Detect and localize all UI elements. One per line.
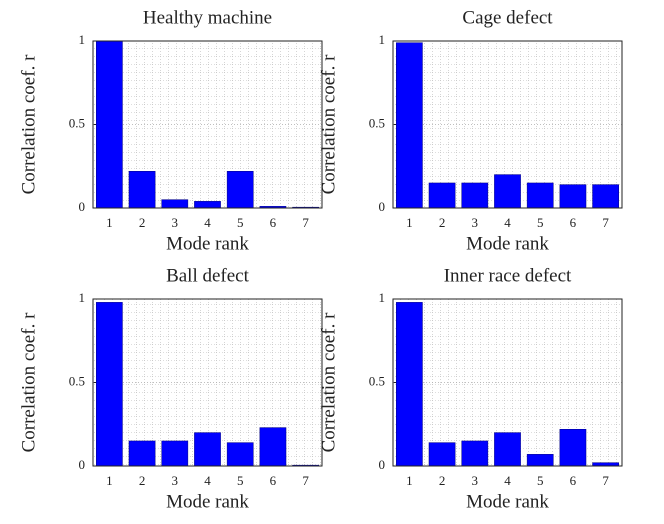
x-tick-label: 3	[472, 215, 479, 230]
x-tick-label: 7	[302, 473, 309, 488]
bar	[461, 182, 489, 209]
y-axis-label: Correlation coef. r	[318, 312, 339, 452]
y-tick-label: 1	[379, 290, 386, 305]
x-tick-label: 2	[139, 473, 146, 488]
x-axis-label: Mode rank	[166, 491, 249, 512]
panel-title: Inner race defect	[444, 265, 572, 286]
x-tick-label: 1	[106, 473, 113, 488]
x-tick-label: 4	[504, 215, 511, 230]
bar	[396, 42, 423, 209]
x-tick-label: 1	[406, 473, 413, 488]
y-tick-label: 0.5	[69, 115, 85, 130]
bar	[226, 171, 254, 209]
x-axis-label: Mode rank	[466, 491, 549, 512]
x-tick-label: 6	[570, 473, 577, 488]
x-tick-label: 1	[106, 215, 113, 230]
bar	[559, 429, 587, 467]
x-axis-label: Mode rank	[466, 233, 549, 254]
x-tick-label: 5	[237, 215, 244, 230]
y-tick-label: 0	[79, 199, 86, 214]
y-axis-label: Correlation coef. r	[18, 54, 39, 194]
bar	[526, 454, 554, 467]
bar	[128, 171, 156, 209]
x-tick-label: 7	[602, 215, 609, 230]
bar	[128, 440, 156, 467]
axes-box	[392, 40, 623, 209]
bar	[526, 182, 554, 209]
x-tick-label: 2	[439, 215, 446, 230]
y-tick-label: 0	[79, 457, 86, 472]
bar	[592, 184, 619, 209]
x-tick-label: 6	[570, 215, 577, 230]
axes-box	[392, 298, 623, 467]
y-tick-label: 0.5	[369, 115, 385, 130]
y-tick-label: 0	[379, 457, 386, 472]
x-tick-label: 6	[270, 215, 277, 230]
bar	[559, 184, 587, 209]
y-tick-label: 1	[79, 290, 86, 305]
x-tick-label: 5	[537, 473, 544, 488]
x-tick-label: 7	[602, 473, 609, 488]
bar	[194, 201, 221, 209]
x-tick-label: 5	[237, 473, 244, 488]
x-tick-label: 3	[172, 473, 179, 488]
y-tick-label: 0.5	[69, 373, 85, 388]
x-tick-label: 4	[504, 473, 511, 488]
y-tick-label: 0	[379, 199, 386, 214]
x-tick-label: 6	[270, 473, 277, 488]
bar	[194, 432, 221, 467]
bar	[396, 302, 423, 467]
axes-box	[92, 298, 323, 467]
bar	[161, 440, 189, 467]
y-axis-label: Correlation coef. r	[318, 54, 339, 194]
x-tick-label: 4	[204, 473, 211, 488]
bar	[592, 462, 619, 467]
bar	[259, 427, 287, 467]
bar	[494, 432, 521, 467]
panel-title: Healthy machine	[143, 7, 272, 28]
bar	[161, 199, 189, 209]
x-axis-label: Mode rank	[166, 233, 249, 254]
bar	[96, 302, 123, 467]
y-axis-label: Correlation coef. r	[18, 312, 39, 452]
bar	[428, 182, 456, 209]
x-tick-label: 2	[439, 473, 446, 488]
x-tick-label: 3	[172, 215, 179, 230]
panel-title: Ball defect	[166, 265, 250, 286]
panel-title: Cage defect	[462, 7, 553, 28]
bar	[428, 442, 456, 467]
axes-box	[92, 40, 323, 209]
bar	[461, 440, 489, 467]
bar	[226, 442, 254, 467]
x-tick-label: 1	[406, 215, 413, 230]
x-tick-label: 2	[139, 215, 146, 230]
x-tick-label: 7	[302, 215, 309, 230]
y-tick-label: 0.5	[369, 373, 385, 388]
x-tick-label: 3	[472, 473, 479, 488]
x-tick-label: 4	[204, 215, 211, 230]
bar	[494, 174, 521, 209]
y-tick-label: 1	[79, 32, 86, 47]
y-tick-label: 1	[379, 32, 386, 47]
x-tick-label: 5	[537, 215, 544, 230]
bar	[96, 40, 123, 209]
